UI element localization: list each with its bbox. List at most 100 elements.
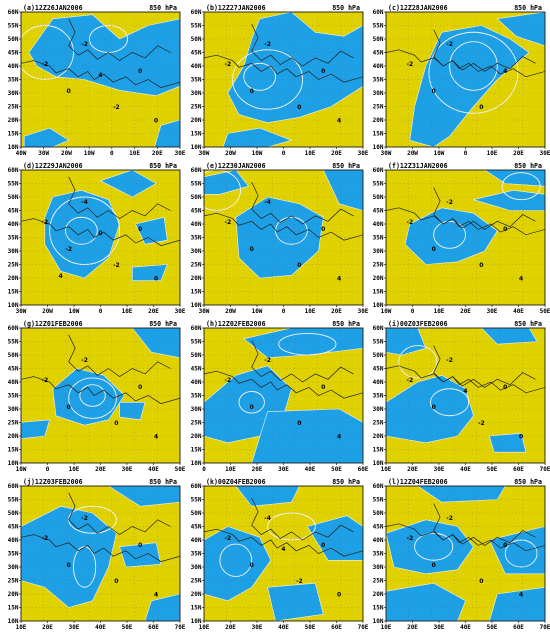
lon-tick-label: 0 — [464, 150, 468, 157]
map-panel-a: -2 -2 -2 0 0 0 4 10N 15N 20N 25N 30N 35N 40N 45N 50N 55N… — [4, 3, 186, 158]
lon-tick-label: 50E — [540, 308, 550, 315]
lat-tick-label: 45N — [8, 366, 19, 373]
lon-tick-label: 20E — [460, 308, 471, 315]
contour-value-label: 0 — [321, 68, 325, 75]
lat-tick-label: 40N — [191, 63, 202, 70]
coastline — [21, 60, 180, 88]
contour-line — [49, 196, 121, 265]
contour-value-label: -4 — [81, 199, 88, 206]
negative-anomaly-region — [386, 519, 474, 575]
lat-tick-label: 20N — [191, 591, 202, 598]
lat-tick-label: 45N — [8, 208, 19, 215]
panel-title: (f)12Z31JAN2006 — [388, 162, 448, 170]
lat-tick-label: 10N — [373, 302, 384, 309]
lon-tick-label: 20E — [42, 624, 53, 631]
contour-value-label: 0 — [297, 104, 301, 111]
lat-tick-label: 50N — [373, 194, 384, 201]
negative-anomaly-region — [386, 328, 427, 356]
coastline — [386, 523, 545, 552]
lon-tick-label: 40E — [513, 308, 524, 315]
lat-tick-label: 30N — [373, 564, 384, 571]
lat-tick-label: 45N — [373, 366, 384, 373]
negative-anomaly-region — [23, 127, 69, 147]
lon-tick-label: 30W — [381, 150, 392, 157]
negative-anomaly-region — [307, 515, 363, 561]
lat-tick-label: 20N — [8, 275, 19, 282]
negative-anomaly-region — [132, 328, 180, 358]
lat-tick-label: 60N — [373, 483, 384, 490]
contour-value-label: -2 — [42, 61, 49, 68]
lat-tick-label: 35N — [8, 551, 19, 558]
pressure-level-label: 850 hPa — [332, 4, 360, 12]
map-svg-f: -2 -2 0 0 0 4 10N 15N 20N 25N 30N 35N 40N 45N 50N 55N 60… — [373, 167, 550, 315]
lon-tick-label: 30E — [434, 466, 445, 473]
lon-tick-label: 10W — [252, 150, 263, 157]
contour-value-label: 0 — [250, 404, 254, 411]
coastline — [433, 503, 536, 546]
negative-anomaly-region — [44, 190, 120, 279]
map-svg-d: -4 -2 -2 -2 0 0 0 4 10N 15N 20N 25N 30N 35N 40N 45N 50N 5… — [8, 167, 186, 315]
lat-tick-label: 35N — [191, 551, 202, 558]
contour-value-label: 4 — [154, 592, 158, 599]
lat-tick-label: 40N — [191, 537, 202, 544]
coastline — [386, 207, 545, 236]
lon-tick-label: 50E — [487, 624, 498, 631]
lat-tick-label: 35N — [191, 393, 202, 400]
lat-tick-label: 40N — [8, 379, 19, 386]
contour-value-label: 0 — [114, 420, 118, 427]
lon-tick-label: 30E — [69, 624, 80, 631]
contour-value-label: 0 — [154, 118, 158, 125]
lat-tick-label: 10N — [8, 460, 19, 467]
contour-value-label: 0 — [98, 230, 102, 237]
lon-tick-label: 30E — [358, 150, 369, 157]
map-panel-g: -2 -2 0 0 0 4 10N 15N 20N 25N 30N 35N 40N 45N 50N 55N 60… — [4, 319, 186, 474]
lon-tick-label: 20W — [225, 308, 236, 315]
panel-title: (e)12Z30JAN2006 — [206, 162, 266, 170]
contour-value-label: 0 — [138, 542, 142, 549]
lon-tick-label: 10W — [252, 308, 263, 315]
lat-tick-label: 55N — [8, 23, 19, 30]
panel-title: (i)00Z03FEB2006 — [388, 320, 448, 328]
lat-tick-label: 40N — [373, 63, 384, 70]
negative-anomaly-region — [489, 526, 545, 575]
lat-tick-label: 20N — [8, 117, 19, 124]
lat-tick-label: 25N — [373, 420, 384, 427]
contour-line — [238, 390, 265, 414]
lon-tick-label: 20W — [407, 150, 418, 157]
lon-tick-label: 70E — [358, 624, 369, 631]
lat-tick-label: 30N — [191, 248, 202, 255]
negative-anomaly-region — [243, 328, 363, 358]
lat-tick-label: 30N — [373, 90, 384, 97]
contour-value-label: 4 — [281, 546, 285, 553]
pressure-level-label: 850 hPa — [514, 320, 542, 328]
contour-value-label: 0 — [432, 88, 436, 95]
lat-tick-label: 25N — [8, 578, 19, 585]
lat-tick-label: 45N — [191, 208, 202, 215]
coastline — [433, 29, 536, 72]
contour-value-label: -2 — [42, 535, 49, 542]
lat-tick-label: 50N — [373, 36, 384, 43]
map-svg-j: -2 -2 0 0 0 4 10N 15N 20N 25N 30N 35N 40N 45N 50N 55N 60… — [8, 483, 186, 631]
panel-title: (h)12Z02FEB2006 — [206, 320, 266, 328]
lon-tick-label: 10E — [434, 308, 445, 315]
pressure-level-label: 850 hPa — [514, 4, 542, 12]
lat-tick-label: 10N — [373, 144, 384, 151]
lon-tick-label: 0 — [282, 308, 286, 315]
lat-tick-label: 40N — [8, 537, 19, 544]
map-svg-h: -2 -2 0 0 0 4 10N 15N 20N 25N 30N 35N 40N 45N 50N 55N 60… — [191, 325, 369, 473]
contour-line — [428, 31, 519, 114]
contour-line — [73, 546, 97, 588]
lon-tick-label: 50E — [331, 466, 342, 473]
lat-tick-label: 35N — [191, 235, 202, 242]
lon-tick-label: 30E — [175, 150, 186, 157]
lat-tick-label: 15N — [8, 447, 19, 454]
lat-tick-label: 45N — [8, 524, 19, 531]
coastline — [204, 212, 363, 241]
contour-line — [65, 216, 98, 245]
lat-tick-label: 25N — [8, 420, 19, 427]
coastline — [21, 376, 180, 404]
lat-tick-label: 20N — [191, 117, 202, 124]
contour-value-label: -2 — [407, 219, 414, 226]
lat-tick-label: 20N — [373, 117, 384, 124]
lat-tick-label: 60N — [8, 483, 19, 490]
